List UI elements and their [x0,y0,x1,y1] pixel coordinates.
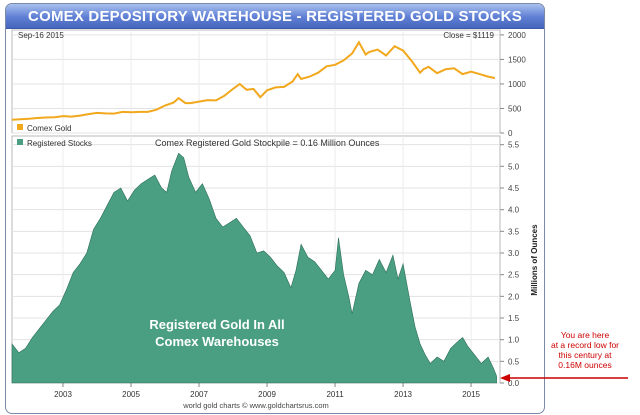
registered-legend-swatch [17,139,23,145]
registered-ytick-label: 3.0 [508,249,520,258]
registered-xtick-label: 2011 [326,390,344,399]
registered-ytick-label: 5.0 [508,162,520,171]
gold-ytick-label: 2000 [508,31,526,40]
gold-ytick-label: 1500 [508,55,526,64]
chart-footer: world gold charts © www.goldchartsrus.co… [182,401,329,410]
registered-chart-title: Comex Registered Gold Stockpile = 0.16 M… [155,138,380,148]
gold-price-line [11,40,496,121]
registered-xtick-label: 2005 [122,390,140,399]
chart-title: COMEX DEPOSITORY WAREHOUSE - REGISTERED … [28,8,522,25]
registered-xtick-label: 2015 [462,390,480,399]
registered-stocks-area [11,152,497,384]
registered-y-axis-label: Millions of Ounces [530,224,539,296]
gold-ytick-label: 500 [508,104,522,113]
registered-ytick-label: 2.0 [508,292,520,301]
gold-legend-swatch [17,124,23,130]
registered-ytick-label: 1.5 [508,314,520,323]
registered-ytick-label: 3.5 [508,227,520,236]
registered-ytick-label: 0.5 [508,357,520,366]
gold-date-label: Sep-16 2015 [18,31,64,40]
annotation-text-line: at a record low for [551,340,619,350]
gold-ytick-label: 1000 [508,80,526,89]
registered-ytick-label: 2.5 [508,271,520,280]
registered-ytick-label: 5.5 [508,141,520,150]
registered-xtick-label: 2003 [54,390,72,399]
registered-inner-label-line2: Comex Warehouses [155,334,279,349]
registered-inner-label-line1: Registered Gold In All [149,317,284,332]
registered-ytick-label: 0.0 [508,379,520,388]
gold-close-label: Close = $1119 [443,31,494,40]
registered-xtick-label: 2009 [258,390,276,399]
annotation-text-line: You are here [561,330,610,340]
registered-ytick-label: 4.5 [508,184,520,193]
registered-ytick-label: 4.0 [508,206,520,215]
registered-xtick-label: 2007 [190,390,208,399]
gold-ytick-label: 0 [508,129,513,138]
annotation-arrow-head [500,374,510,382]
registered-xtick-label: 2013 [394,390,412,399]
registered-ytick-label: 1.0 [508,336,520,345]
registered-legend-label: Registered Stocks [27,139,92,148]
annotation-text-line: 0.16M ounces [558,360,611,370]
title-bar: COMEX DEPOSITORY WAREHOUSE - REGISTERED … [6,4,544,29]
gold-legend-label: Comex Gold [27,124,71,133]
annotation-text-line: this century at [559,350,613,360]
gold-plot-area [11,29,501,134]
